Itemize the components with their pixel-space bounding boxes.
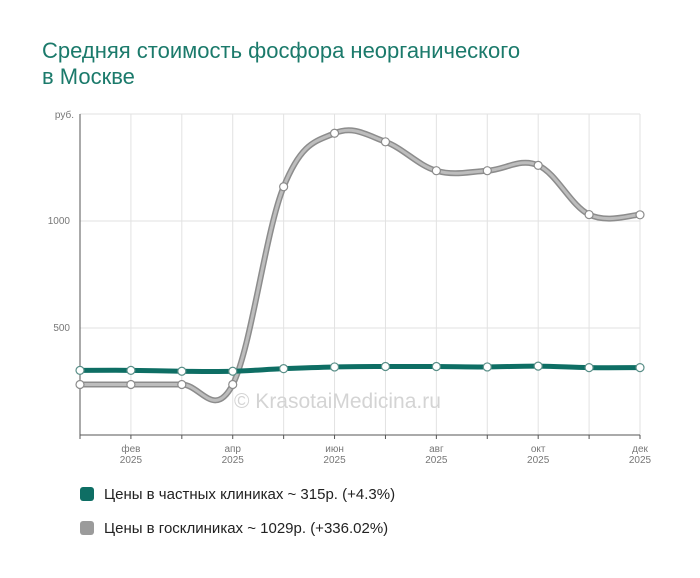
x-tick-label-year: 2025 (120, 455, 143, 466)
x-tick-label-month: июн (325, 444, 344, 455)
data-point-private (177, 366, 187, 376)
legend: Цены в частных клиниках ~ 315р. (+4.3%) … (80, 484, 395, 552)
legend-label-private: Цены в частных клиниках ~ 315р. (+4.3%) (104, 485, 396, 503)
data-point-private (380, 361, 391, 372)
data-point-private (635, 362, 645, 373)
x-tick-label-month: фев (121, 443, 140, 455)
legend-item-private[interactable]: Цены в частных клиниках ~ 315р. (+4.3%) (80, 484, 395, 504)
legend-swatch-private (80, 487, 94, 501)
data-point-public (584, 209, 594, 220)
data-point-private (584, 362, 594, 373)
data-point-public (380, 137, 391, 147)
data-point-public (533, 160, 543, 170)
data-point-public (482, 166, 492, 176)
x-tick-label-year: 2025 (323, 455, 346, 466)
x-tick-label-month: авг (429, 444, 444, 455)
series-line-public-outline (79, 127, 641, 404)
data-point-private (329, 362, 340, 372)
legend-swatch-public (80, 521, 94, 535)
legend-item-public[interactable]: Цены в госклиниках ~ 1029р. (+336.02%) (80, 518, 395, 538)
data-point-private (482, 362, 492, 372)
data-point-public (635, 210, 645, 220)
x-tick-label-year: 2025 (222, 455, 245, 466)
data-point-private (75, 365, 85, 375)
data-point-private (279, 364, 289, 374)
data-point-public (228, 379, 238, 390)
chart-title-line-1: Средняя стоимость фосфора неорганическог… (42, 38, 521, 63)
data-point-private (533, 361, 543, 371)
x-tick-label-month: окт (531, 444, 546, 455)
x-tick-label-year: 2025 (629, 455, 652, 466)
series-line-private (79, 363, 641, 374)
legend-label-public: Цены в госклиниках ~ 1029р. (+336.02%) (104, 519, 389, 537)
data-point-public (329, 128, 340, 138)
x-tick-label-year: 2025 (425, 455, 448, 466)
data-point-private (228, 366, 238, 376)
data-point-private (431, 361, 441, 372)
x-tick-label-month: дек (632, 444, 648, 455)
watermark: © KrasotaiMedicina.ru (234, 390, 441, 413)
series-line-public (79, 128, 641, 402)
data-point-public (126, 379, 136, 390)
data-point-public (177, 379, 187, 390)
data-point-private (126, 365, 136, 375)
data-point-public (75, 379, 85, 390)
x-tick-label-month: апр (224, 444, 241, 455)
chart-title-line-2: в Москве (42, 64, 135, 89)
y-axis-unit: руб. (55, 109, 74, 121)
y-tick-label: 500 (53, 323, 70, 334)
x-tick-label-year: 2025 (527, 455, 550, 466)
data-point-public (431, 166, 441, 176)
chart-title: Средняя стоимость фосфора неорганическог… (42, 38, 662, 90)
y-tick-label: 1000 (48, 216, 71, 227)
data-point-public (279, 182, 289, 192)
